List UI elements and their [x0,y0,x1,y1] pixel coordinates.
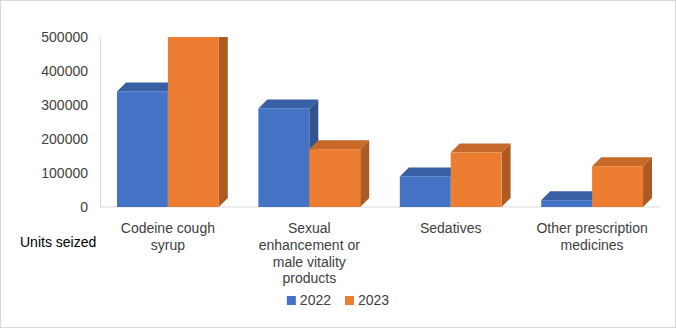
x-axis: Codeine coughsyrup Sexualenhancement orma… [121,220,648,286]
y-tick-label: 400000 [41,63,88,79]
legend-swatch [287,296,296,305]
y-tick-label: 0 [80,199,88,215]
bar [541,200,592,207]
bar-top [258,99,318,108]
chart: 0 100000 200000 300000 400000 500000 Codeine c… [0,0,676,328]
y-tick-label: 200000 [41,131,88,147]
bar [309,149,360,207]
legend-label: 2022 [300,292,331,308]
y-tick-label: 300000 [41,97,88,113]
y-tick-label: 500000 [41,29,88,45]
bar [400,176,451,207]
x-tick-label: Sedatives [420,220,481,236]
y-tick-label: 100000 [41,165,88,181]
x-tick-label: Codeine coughsyrup [121,220,215,253]
y-axis: 0 100000 200000 300000 400000 500000 [41,29,100,215]
legend-item: 2023 [345,292,389,308]
chart-border [1,1,676,328]
y-tick: 500000 [41,29,100,45]
y-tick: 200000 [41,131,100,147]
legend-item: 2022 [287,292,331,308]
legend-label: 2023 [358,292,389,308]
y-axis-title: Units seized [20,234,96,250]
y-tick: 400000 [41,63,100,79]
y-axis-line [100,38,101,208]
bar [117,91,168,207]
bar [592,166,643,207]
legend-swatch [345,296,354,305]
bar-side [502,144,511,207]
bars [117,37,652,207]
y-tick: 100000 [41,165,100,181]
bar [258,108,309,207]
bar-side [360,140,369,207]
y-tick: 0 [80,199,100,215]
y-tick: 300000 [41,97,100,113]
bar-top [451,144,511,153]
bar-top [309,140,369,149]
plot-area: 0 100000 200000 300000 400000 500000 Codeine c… [41,28,660,286]
bar-side [219,37,228,207]
bar [168,37,219,207]
legend: 2022 2023 [287,292,390,308]
x-tick-label: Other prescriptionmedicines [536,220,647,253]
bar [451,153,502,207]
bar-top [592,157,652,166]
x-tick-label: Sexualenhancement ormale vitalityproduct… [259,220,361,286]
